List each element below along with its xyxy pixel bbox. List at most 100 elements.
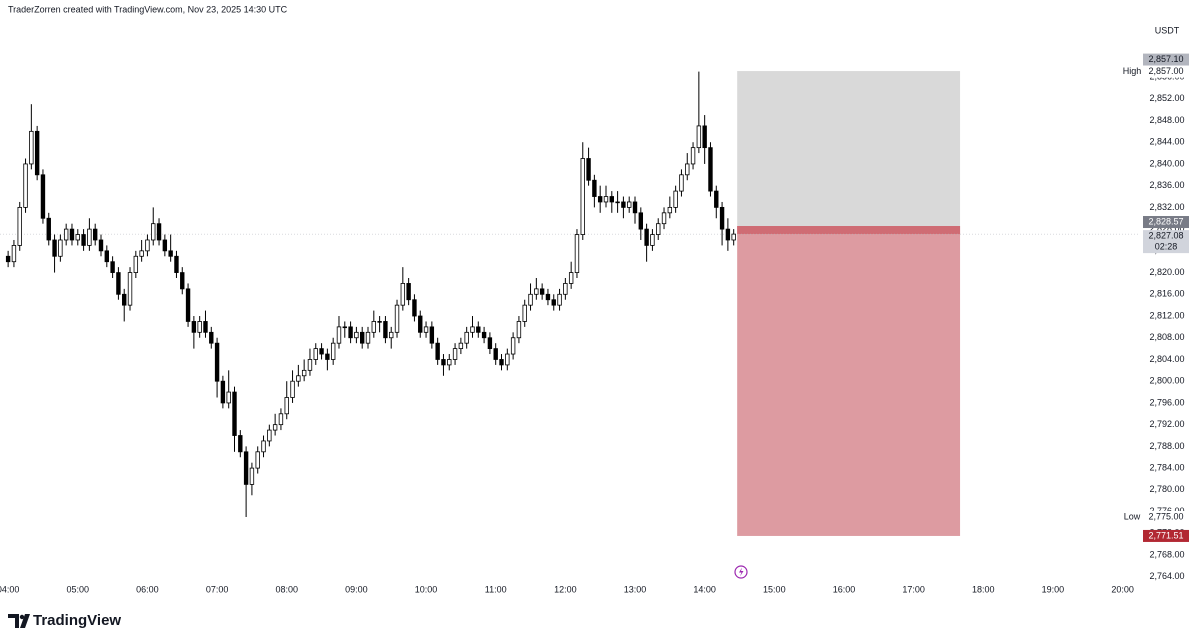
candle-body xyxy=(400,283,406,306)
candle xyxy=(423,321,429,338)
candle xyxy=(493,343,498,365)
candle xyxy=(40,169,46,224)
candle xyxy=(609,191,614,213)
candle-body xyxy=(592,179,597,197)
candle-body xyxy=(174,255,179,273)
stop-price-label-bg xyxy=(1143,529,1189,542)
candle xyxy=(389,326,394,349)
candle xyxy=(667,196,673,219)
candle-body xyxy=(145,239,150,252)
candle xyxy=(261,435,266,458)
candle-body xyxy=(313,348,318,360)
candle-body xyxy=(296,375,301,382)
candle-body xyxy=(69,228,75,241)
candle-body xyxy=(307,359,313,371)
candle-body xyxy=(342,326,347,329)
candle-body xyxy=(46,217,51,241)
candle xyxy=(574,229,580,279)
candle xyxy=(69,223,75,246)
candle-body xyxy=(429,326,435,344)
candle-body xyxy=(365,331,371,344)
candle-body xyxy=(499,359,504,366)
candle xyxy=(563,278,568,300)
countdown-label-bg xyxy=(1143,241,1189,254)
y-tick-label: 2,820.00 xyxy=(1149,267,1184,277)
target-zone xyxy=(737,71,961,227)
x-tick-label: 15:00 xyxy=(763,584,786,594)
candle-body xyxy=(278,413,284,426)
candle-body xyxy=(406,283,411,301)
candle-body xyxy=(696,125,702,149)
y-tick-label: 2,848.00 xyxy=(1149,115,1184,125)
candle-body xyxy=(63,228,69,241)
candle-body xyxy=(104,250,110,263)
candle xyxy=(696,71,702,154)
candle-body xyxy=(580,158,585,235)
candle-body xyxy=(377,321,382,323)
candle xyxy=(539,283,545,300)
candle-body xyxy=(348,326,353,339)
candle-body xyxy=(23,163,28,208)
candle-body xyxy=(209,331,214,344)
candle xyxy=(679,169,684,197)
candle xyxy=(92,223,98,246)
candle-body xyxy=(17,206,22,246)
candle-body xyxy=(464,331,469,344)
candle-body xyxy=(261,440,266,453)
candle xyxy=(470,316,475,338)
candle xyxy=(290,370,295,403)
candle-body xyxy=(238,435,243,453)
candle xyxy=(731,229,736,246)
candle-body xyxy=(702,125,707,149)
alert-icon xyxy=(734,565,748,579)
candle-body xyxy=(336,326,342,344)
candle xyxy=(406,278,411,306)
candle xyxy=(185,283,191,327)
candle-body xyxy=(58,239,63,257)
y-tick-label: 2,828.00 xyxy=(1149,223,1184,233)
candle xyxy=(580,142,585,240)
candle xyxy=(418,310,423,338)
candle-body xyxy=(330,342,336,360)
candle xyxy=(220,375,226,409)
candle-body xyxy=(81,234,86,246)
candle xyxy=(719,201,725,246)
candle-body xyxy=(40,174,46,219)
candle xyxy=(650,229,655,251)
candle-body xyxy=(574,234,580,273)
x-tick-label: 04:00 xyxy=(0,584,19,594)
candle xyxy=(307,348,313,376)
x-tick-label: 11:00 xyxy=(485,584,507,594)
candle xyxy=(209,326,214,349)
candle-body xyxy=(505,353,510,366)
candle xyxy=(725,218,731,251)
candle-body xyxy=(714,190,719,208)
y-tick-label: 2,800.00 xyxy=(1149,376,1184,386)
candle xyxy=(435,337,440,365)
candle-body xyxy=(255,451,260,469)
y-tick-label: 2,792.00 xyxy=(1149,419,1184,429)
candle xyxy=(481,326,487,344)
y-tick-label: 2,812.00 xyxy=(1149,310,1184,320)
candle-body xyxy=(423,326,429,333)
stop-price-label: 2,771.51 xyxy=(1148,530,1183,540)
candle-body xyxy=(29,130,34,165)
candle-body xyxy=(638,212,644,230)
candle-body xyxy=(180,272,185,290)
candle xyxy=(400,267,406,311)
candle-body xyxy=(452,348,458,360)
candle xyxy=(284,381,289,420)
candle-body xyxy=(34,130,40,176)
candle xyxy=(63,223,69,246)
candle xyxy=(377,316,382,333)
candle xyxy=(75,229,80,246)
candle xyxy=(383,316,388,344)
candle-body xyxy=(214,342,220,382)
candle-body xyxy=(162,239,168,252)
candle-body xyxy=(528,293,533,306)
candle xyxy=(87,218,92,251)
candle-body xyxy=(220,380,226,404)
candle-body xyxy=(226,391,231,404)
candle xyxy=(267,424,272,447)
